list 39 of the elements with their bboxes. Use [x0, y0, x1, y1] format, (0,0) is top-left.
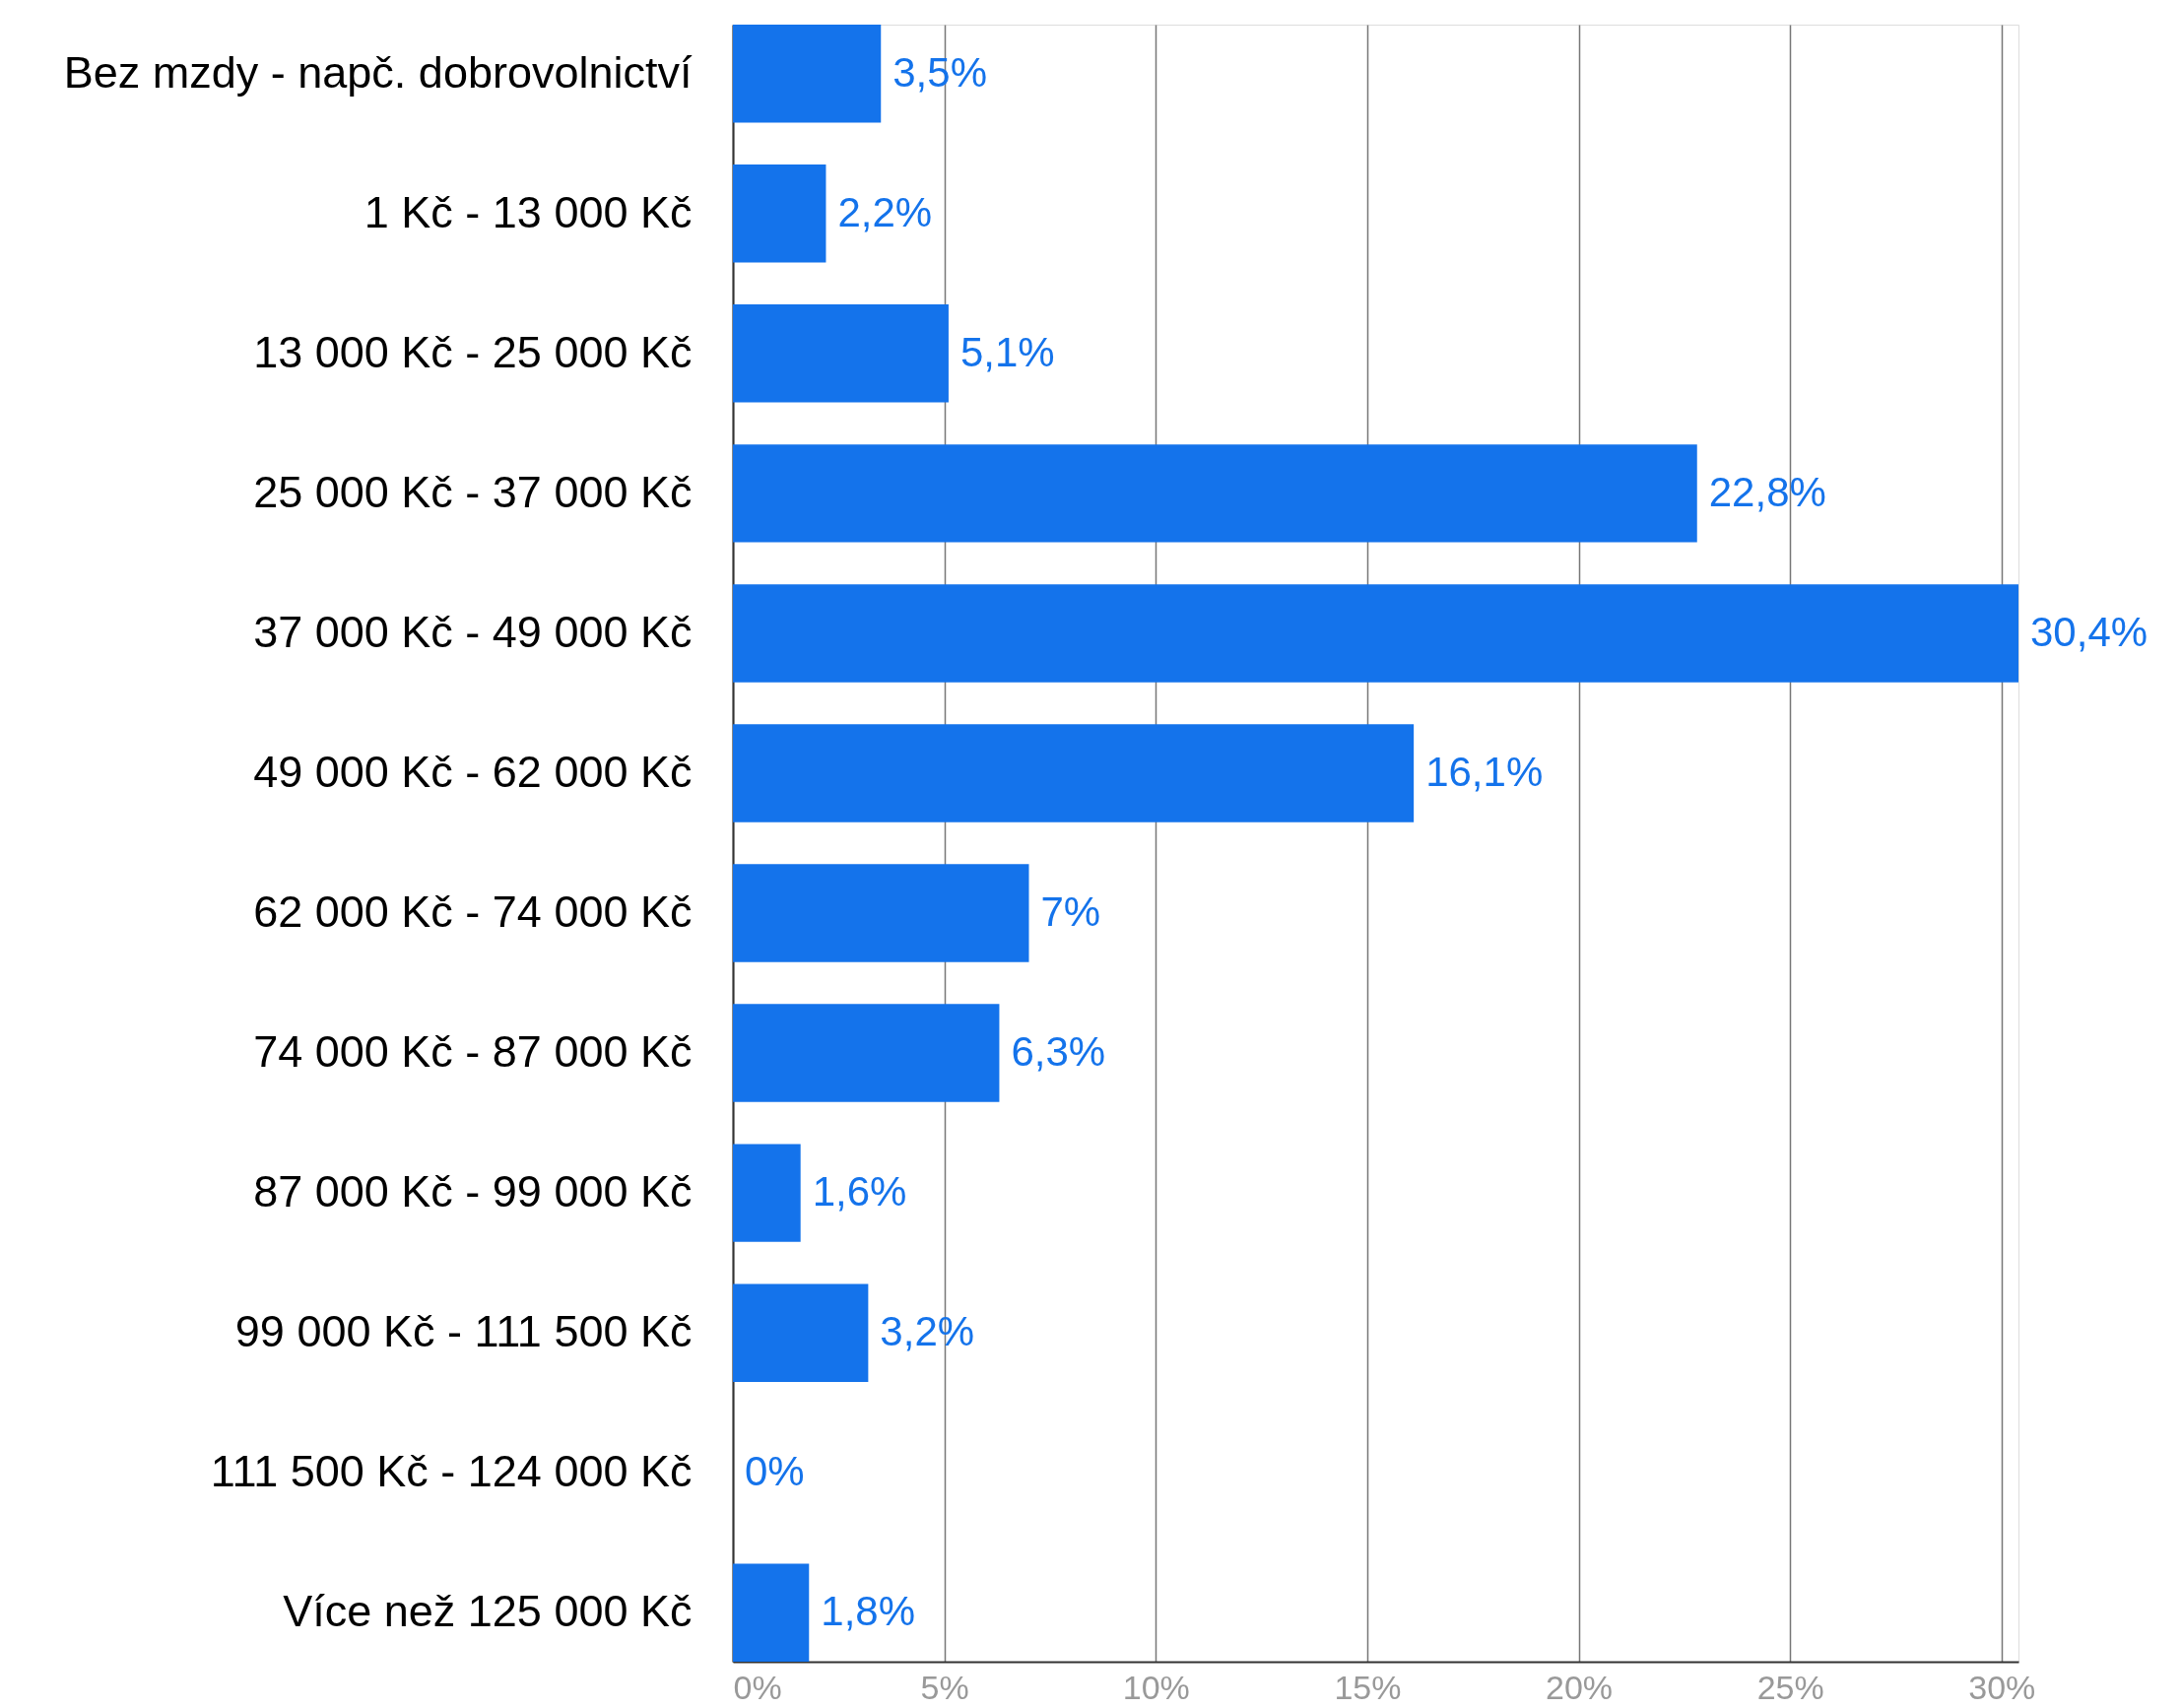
y-tick-label: 25 000 Kč - 37 000 Kč: [253, 466, 693, 517]
bar: [733, 724, 1415, 822]
y-tick-label: 13 000 Kč - 25 000 Kč: [253, 326, 693, 377]
bar: [733, 304, 949, 403]
bar: [733, 444, 1697, 543]
x-tick-label: 5%: [920, 1668, 969, 1706]
y-tick-label: 1 Kč - 13 000 Kč: [364, 186, 693, 237]
bar: [733, 1283, 869, 1382]
y-tick-label: 99 000 Kč - 111 500 Kč: [234, 1306, 693, 1357]
bar: [733, 25, 882, 123]
x-tick-label: 30%: [1968, 1668, 2036, 1706]
bar: [733, 1563, 810, 1662]
data-label: 16,1%: [1425, 748, 1544, 795]
data-label: 30,4%: [2030, 608, 2148, 655]
y-tick-label: 74 000 Kč - 87 000 Kč: [253, 1026, 693, 1078]
y-tick-label: Bez mzdy - napč. dobrovolnictví: [63, 46, 693, 98]
bar: [733, 584, 2018, 683]
x-tick-label: 20%: [1546, 1668, 1614, 1706]
data-label: 7%: [1040, 888, 1101, 936]
data-label: 1,8%: [821, 1588, 915, 1635]
y-tick-label: 87 000 Kč - 99 000 Kč: [253, 1166, 693, 1217]
bar: [733, 1144, 801, 1242]
y-tick-label: 62 000 Kč - 74 000 Kč: [253, 887, 693, 938]
y-tick-label: 37 000 Kč - 49 000 Kč: [253, 606, 693, 657]
data-label: 5,1%: [959, 328, 1055, 375]
bar: [733, 864, 1029, 962]
data-label: 0%: [745, 1448, 805, 1495]
bar: [733, 1004, 1000, 1102]
y-tick-label: 49 000 Kč - 62 000 Kč: [253, 746, 693, 797]
x-tick-label: 15%: [1334, 1668, 1402, 1706]
y-tick-label: Více než 125 000 Kč: [283, 1586, 693, 1637]
x-tick-label: 25%: [1756, 1668, 1824, 1706]
data-label: 6,3%: [1011, 1028, 1106, 1076]
data-label: 1,6%: [812, 1168, 907, 1215]
x-tick-label: 10%: [1122, 1668, 1190, 1706]
bar: [733, 164, 826, 263]
data-label: 2,2%: [837, 188, 933, 235]
x-tick-label: 0%: [733, 1668, 782, 1706]
y-tick-label: 111 500 Kč - 124 000 Kč: [210, 1446, 693, 1497]
